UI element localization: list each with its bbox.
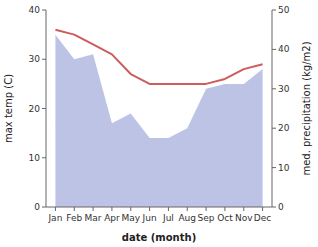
x-tick-label: Sep xyxy=(198,213,215,223)
y-tick-label: 0 xyxy=(34,202,40,212)
y-tick-label: 20 xyxy=(29,104,41,114)
x-tick xyxy=(243,207,244,211)
chart: Jan FebMarAprMayJun Jul AugSepOctNovDec 0 10 2… xyxy=(0,0,318,247)
y2-tick-label: 20 xyxy=(278,123,290,133)
chart-container: Jan FebMarAprMayJun Jul AugSepOctNovDec 0 10 2… xyxy=(0,0,318,247)
x-tick-label: Jan xyxy=(47,213,62,223)
y-tick xyxy=(42,207,46,208)
x-tick-label: Jul xyxy=(162,213,174,223)
y2-tick xyxy=(272,207,276,208)
x-tick xyxy=(111,207,112,211)
x-tick xyxy=(93,207,94,211)
x-tick-label: May xyxy=(121,213,140,223)
y-tick xyxy=(42,108,46,109)
y-tick xyxy=(42,157,46,158)
y2-axis-line xyxy=(272,10,273,207)
x-tick-label: Feb xyxy=(66,213,82,223)
x-tick-label: Jun xyxy=(142,213,157,223)
x-tick xyxy=(206,207,207,211)
precipitation-area xyxy=(55,35,262,207)
y2-tick-label: 50 xyxy=(278,5,290,15)
x-axis-line xyxy=(46,207,272,208)
y-tick xyxy=(42,59,46,60)
y2-tick-label: 30 xyxy=(278,84,290,94)
x-tick xyxy=(224,207,225,211)
y2-tick xyxy=(272,10,276,11)
x-tick-label: Mar xyxy=(85,213,102,223)
temperature-line xyxy=(55,30,262,84)
x-tick xyxy=(74,207,75,211)
x-axis-label: date (month) xyxy=(122,232,196,243)
y-tick xyxy=(42,10,46,11)
x-tick xyxy=(149,207,150,211)
x-tick xyxy=(168,207,169,211)
x-tick-label: Dec xyxy=(254,213,271,223)
x-tick-label: Aug xyxy=(178,213,196,223)
y2-tick xyxy=(272,167,276,168)
plot-area xyxy=(55,30,262,207)
y2-tick xyxy=(272,88,276,89)
x-tick-label: Nov xyxy=(235,213,253,223)
x-tick xyxy=(262,207,263,211)
y2-tick xyxy=(272,128,276,129)
x-tick xyxy=(130,207,131,211)
x-tick xyxy=(55,207,56,211)
y2-tick-label: 40 xyxy=(278,44,290,54)
y2-tick xyxy=(272,49,276,50)
y-tick-label: 30 xyxy=(29,54,41,64)
y2-tick-label: 10 xyxy=(278,163,290,173)
x-tick-label: Oct xyxy=(217,213,233,223)
x-tick-label: Apr xyxy=(104,213,120,223)
y-tick-label: 10 xyxy=(29,153,41,163)
y-axis-label: max temp (C) xyxy=(3,74,14,143)
x-tick xyxy=(187,207,188,211)
y2-axis-label: med. precipitation (kg/m2) xyxy=(301,41,312,175)
y2-tick-label: 0 xyxy=(278,202,284,212)
y-tick-label: 40 xyxy=(29,5,41,15)
